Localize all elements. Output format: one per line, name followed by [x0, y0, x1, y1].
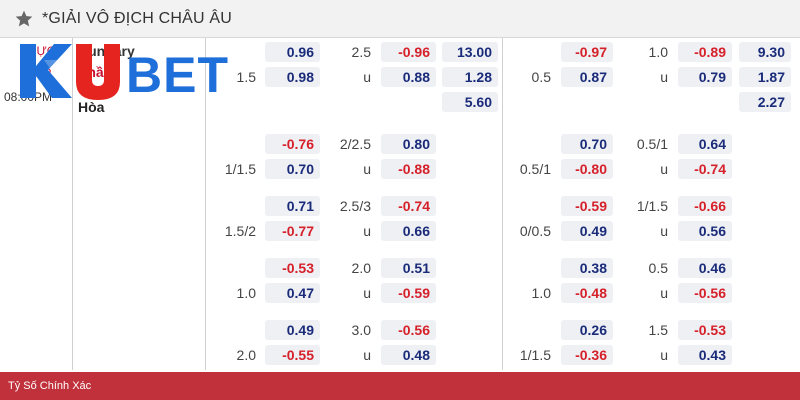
correct-score-bar[interactable]: Tỷ Số Chính Xác: [0, 372, 800, 400]
odds-cell[interactable]: 0.38: [561, 258, 613, 278]
odds-cell[interactable]: 0.87: [561, 67, 613, 87]
handicap-line: 0/0.5: [519, 223, 551, 239]
handicap-line: 1/1.5: [636, 198, 668, 214]
handicap-line: u: [660, 69, 668, 85]
star-icon[interactable]: [14, 9, 34, 29]
odds-cell[interactable]: 1.28: [442, 67, 498, 87]
odds-cell[interactable]: -0.59: [561, 196, 613, 216]
odds-cell[interactable]: 0.98: [265, 67, 320, 87]
handicap-line: 1/1.5: [224, 161, 256, 177]
odds-cell[interactable]: -0.97: [561, 42, 613, 62]
odds-cell[interactable]: -0.55: [265, 345, 320, 365]
odds-cell[interactable]: 0.47: [265, 283, 320, 303]
odds-cell[interactable]: -0.59: [381, 283, 436, 303]
handicap-line: u: [660, 223, 668, 239]
handicap-line: 1.5: [236, 69, 256, 85]
odds-cell[interactable]: 0.80: [381, 134, 436, 154]
handicap-line: 1.5: [648, 322, 668, 338]
handicap-line: u: [363, 161, 371, 177]
odds-cell[interactable]: 0.46: [678, 258, 732, 278]
odds-cell[interactable]: 0.51: [381, 258, 436, 278]
handicap-line: u: [660, 285, 668, 301]
handicap-line: 2.5: [351, 44, 371, 60]
odds-cell[interactable]: 0.48: [381, 345, 436, 365]
handicap-line: u: [660, 347, 668, 363]
league-header: *GIẢI VÔ ĐỊCH CHÂU ÂU: [0, 0, 800, 38]
half-divider: [502, 38, 503, 370]
odds-cell[interactable]: -0.36: [561, 345, 613, 365]
handicap-line: 2/2.5: [339, 136, 371, 152]
odds-cell[interactable]: 0.56: [678, 221, 732, 241]
correct-score-label: Tỷ Số Chính Xác: [8, 380, 92, 392]
handicap-line: 1.0: [531, 285, 551, 301]
odds-cell[interactable]: -0.74: [381, 196, 436, 216]
handicap-line: 1.0: [648, 44, 668, 60]
odds-cell[interactable]: 0.49: [265, 320, 320, 340]
odds-cell[interactable]: 0.26: [561, 320, 613, 340]
handicap-line: 1.5/2: [224, 223, 256, 239]
handicap-line: 0.5: [531, 69, 551, 85]
odds-cell[interactable]: -0.80: [561, 159, 613, 179]
handicap-line: 2.5/3: [339, 198, 371, 214]
odds-cell[interactable]: 0.49: [561, 221, 613, 241]
odds-cell[interactable]: -0.56: [381, 320, 436, 340]
odds-cell[interactable]: 9.30: [739, 42, 791, 62]
odds-cell[interactable]: -0.88: [381, 159, 436, 179]
handicap-line: u: [363, 223, 371, 239]
handicap-line: 2.0: [351, 260, 371, 276]
odds-cell[interactable]: -0.89: [678, 42, 732, 62]
odds-cell[interactable]: -0.74: [678, 159, 732, 179]
odds-cell[interactable]: -0.56: [678, 283, 732, 303]
odds-cell[interactable]: 13.00: [442, 42, 498, 62]
svg-text:BET: BET: [126, 47, 229, 102]
odds-cell[interactable]: 0.70: [265, 159, 320, 179]
odds-cell[interactable]: 0.66: [381, 221, 436, 241]
odds-cell[interactable]: 0.79: [678, 67, 732, 87]
odds-cell[interactable]: 5.60: [442, 92, 498, 112]
handicap-line: 3.0: [351, 322, 371, 338]
odds-cell[interactable]: -0.53: [678, 320, 732, 340]
handicap-line: 0.5: [648, 260, 668, 276]
handicap-line: 1/1.5: [519, 347, 551, 363]
handicap-line: 2.0: [236, 347, 256, 363]
odds-cell[interactable]: 0.88: [381, 67, 436, 87]
odds-cell[interactable]: 2.27: [739, 92, 791, 112]
odds-cell[interactable]: -0.76: [265, 134, 320, 154]
handicap-line: u: [660, 161, 668, 177]
draw-label: Hòa: [78, 99, 105, 115]
odds-cell[interactable]: 0.64: [678, 134, 732, 154]
odds-cell[interactable]: 0.43: [678, 345, 732, 365]
handicap-line: u: [363, 69, 371, 85]
kubet-logo: BET: [20, 44, 229, 102]
handicap-line: 0.5/1: [519, 161, 551, 177]
odds-cell[interactable]: -0.96: [381, 42, 436, 62]
handicap-line: u: [363, 285, 371, 301]
odds-cell[interactable]: 0.70: [561, 134, 613, 154]
odds-cell[interactable]: 0.96: [265, 42, 320, 62]
odds-cell[interactable]: 0.71: [265, 196, 320, 216]
league-title: *GIẢI VÔ ĐỊCH CHÂU ÂU: [42, 9, 233, 27]
odds-cell[interactable]: 1.87: [739, 67, 791, 87]
odds-cell[interactable]: -0.48: [561, 283, 613, 303]
handicap-line: 0.5/1: [636, 136, 668, 152]
handicap-line: 1.0: [236, 285, 256, 301]
odds-cell[interactable]: -0.53: [265, 258, 320, 278]
handicap-line: u: [363, 347, 371, 363]
odds-cell[interactable]: -0.77: [265, 221, 320, 241]
odds-cell[interactable]: -0.66: [678, 196, 732, 216]
